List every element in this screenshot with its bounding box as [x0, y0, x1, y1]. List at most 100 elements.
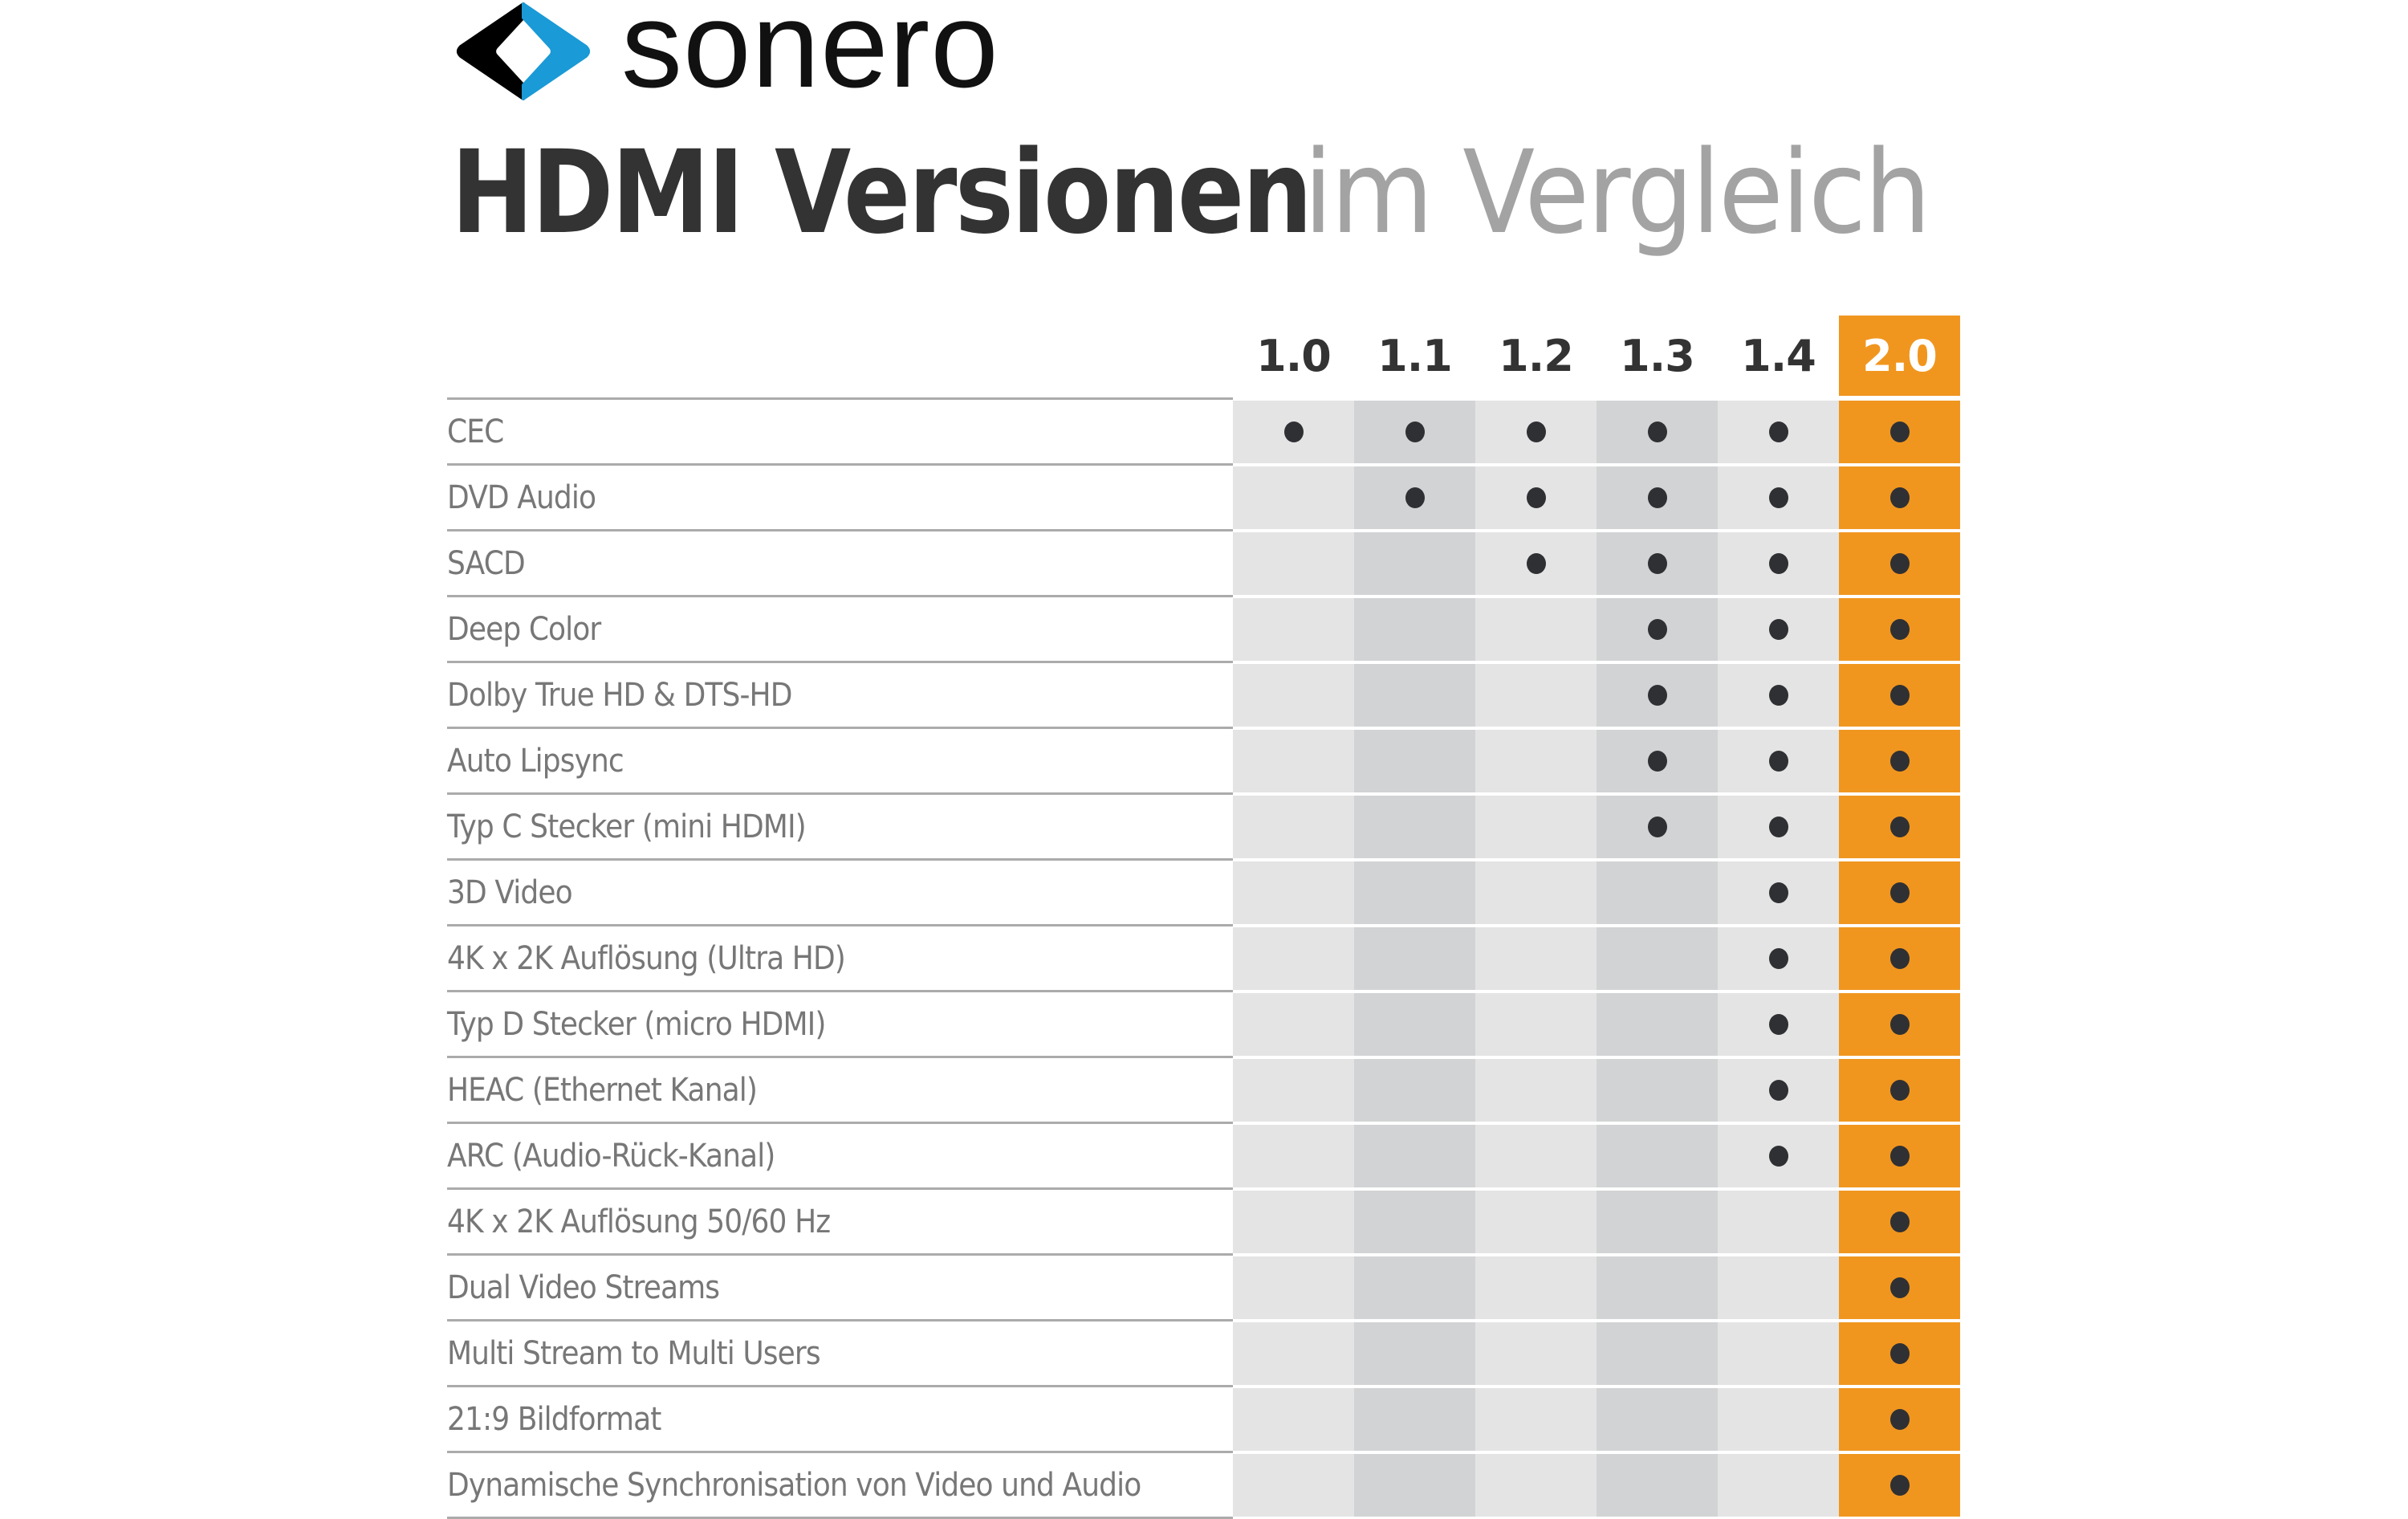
support-cell-1-2 — [1475, 1256, 1597, 1319]
support-cell-2-0 — [1839, 1322, 1960, 1385]
support-cell-1-1 — [1354, 1125, 1475, 1187]
filled-dot-icon — [1768, 817, 1788, 837]
support-cell-1-0 — [1233, 466, 1354, 529]
filled-dot-icon — [1647, 751, 1667, 772]
support-cell-1-3 — [1597, 466, 1718, 529]
feature-label-text: HEAC (Ethernet Kanal) — [447, 1071, 758, 1109]
filled-dot-icon — [1768, 751, 1788, 772]
page-title-bold: HDMI Versionen — [451, 125, 1312, 259]
feature-label: HEAC (Ethernet Kanal) — [447, 1058, 1233, 1122]
filled-dot-icon — [1768, 882, 1788, 903]
filled-dot-icon — [1889, 1343, 1910, 1364]
support-cell-1-2 — [1475, 598, 1597, 661]
support-cell-1-4 — [1718, 861, 1839, 924]
support-cell-1-0 — [1233, 401, 1354, 463]
row-divider — [447, 1385, 1233, 1387]
table-row: Multi Stream to Multi Users — [447, 1319, 1960, 1385]
brand-name: sonero — [621, 0, 999, 113]
support-cell-1-2 — [1475, 1059, 1597, 1122]
feature-label-text: CEC — [447, 413, 504, 450]
row-divider — [447, 1122, 1233, 1124]
support-cell-2-0 — [1839, 598, 1960, 661]
row-divider — [447, 990, 1233, 992]
feature-label-text: SACD — [447, 544, 526, 582]
table-row: DVD Audio — [447, 463, 1960, 529]
support-cell-1-3 — [1597, 730, 1718, 792]
filled-dot-icon — [1526, 553, 1546, 574]
table-row: CEC — [447, 397, 1960, 463]
support-cell-1-4 — [1718, 1059, 1839, 1122]
filled-dot-icon — [1889, 421, 1910, 442]
support-cell-1-2 — [1475, 730, 1597, 792]
support-cell-1-0 — [1233, 993, 1354, 1056]
support-cell-1-0 — [1233, 1125, 1354, 1187]
support-cell-1-0 — [1233, 1322, 1354, 1385]
support-cell-1-4 — [1718, 401, 1839, 463]
support-cell-1-1 — [1354, 861, 1475, 924]
feature-label-text: 21:9 Bildformat — [447, 1400, 661, 1438]
filled-dot-icon — [1647, 421, 1667, 442]
feature-label: 21:9 Bildformat — [447, 1387, 1233, 1451]
filled-dot-icon — [1768, 553, 1788, 574]
feature-label: Dual Video Streams — [447, 1256, 1233, 1319]
filled-dot-icon — [1768, 1080, 1788, 1101]
table-row: SACD — [447, 529, 1960, 595]
hdmi-comparison-table: 1.0 1.1 1.2 1.3 1.4 2.0 CEC DVD Audio SACD Deep … — [447, 316, 1960, 1519]
feature-label-text: 4K x 2K Auflösung 50/60 Hz — [447, 1203, 831, 1240]
filled-dot-icon — [1889, 948, 1910, 969]
support-cell-1-2 — [1475, 796, 1597, 858]
support-cell-1-3 — [1597, 1191, 1718, 1253]
table-row: Auto Lipsync — [447, 727, 1960, 792]
filled-dot-icon — [1889, 1409, 1910, 1430]
feature-label: 4K x 2K Auflösung (Ultra HD) — [447, 926, 1233, 990]
support-cell-1-3 — [1597, 861, 1718, 924]
filled-dot-icon — [1647, 817, 1667, 837]
support-cell-1-4 — [1718, 1322, 1839, 1385]
filled-dot-icon — [1889, 553, 1910, 574]
row-divider — [447, 1056, 1233, 1058]
feature-label-text: Multi Stream to Multi Users — [447, 1334, 821, 1372]
feature-label-text: 4K x 2K Auflösung (Ultra HD) — [447, 939, 846, 977]
filled-dot-icon — [1647, 487, 1667, 508]
feature-label: Typ C Stecker (mini HDMI) — [447, 795, 1233, 858]
support-cell-1-3 — [1597, 1454, 1718, 1517]
feature-label-text: Dynamische Synchronisation von Video und… — [447, 1466, 1141, 1504]
support-cell-1-4 — [1718, 1191, 1839, 1253]
row-divider — [447, 595, 1233, 597]
support-cell-1-2 — [1475, 664, 1597, 727]
support-cell-1-1 — [1354, 796, 1475, 858]
support-cell-2-0 — [1839, 1191, 1960, 1253]
feature-label: Dolby True HD & DTS-HD — [447, 663, 1233, 727]
feature-label: Dynamische Synchronisation von Video und… — [447, 1453, 1233, 1517]
version-header-1-0: 1.0 — [1256, 330, 1332, 381]
table-row: Typ D Stecker (micro HDMI) — [447, 990, 1960, 1056]
version-header-2-0: 2.0 — [1839, 316, 1960, 396]
support-cell-1-0 — [1233, 598, 1354, 661]
filled-dot-icon — [1768, 421, 1788, 442]
support-cell-1-4 — [1718, 927, 1839, 990]
row-divider — [447, 661, 1233, 663]
support-cell-2-0 — [1839, 861, 1960, 924]
support-cell-1-3 — [1597, 598, 1718, 661]
support-cell-1-1 — [1354, 1388, 1475, 1451]
filled-dot-icon — [1647, 685, 1667, 706]
filled-dot-icon — [1526, 487, 1546, 508]
feature-label: DVD Audio — [447, 466, 1233, 529]
support-cell-1-1 — [1354, 1322, 1475, 1385]
support-cell-1-3 — [1597, 1388, 1718, 1451]
row-divider — [447, 1187, 1233, 1190]
table-row: 4K x 2K Auflösung (Ultra HD) — [447, 924, 1960, 990]
support-cell-1-4 — [1718, 466, 1839, 529]
support-cell-2-0 — [1839, 532, 1960, 595]
feature-label: SACD — [447, 531, 1233, 595]
filled-dot-icon — [1768, 487, 1788, 508]
table-row: 3D Video — [447, 858, 1960, 924]
feature-label: CEC — [447, 400, 1233, 463]
support-cell-2-0 — [1839, 1388, 1960, 1451]
support-cell-2-0 — [1839, 993, 1960, 1056]
feature-label-text: Typ D Stecker (micro HDMI) — [447, 1005, 826, 1043]
feature-label: 4K x 2K Auflösung 50/60 Hz — [447, 1190, 1233, 1253]
support-cell-1-2 — [1475, 466, 1597, 529]
support-cell-1-1 — [1354, 1454, 1475, 1517]
support-cell-2-0 — [1839, 796, 1960, 858]
